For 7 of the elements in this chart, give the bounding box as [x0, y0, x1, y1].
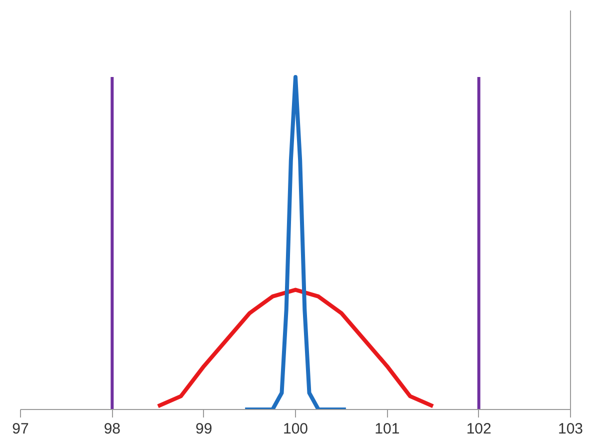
- x-tick-label: 100: [282, 420, 308, 438]
- x-tick-label: 103: [558, 420, 584, 438]
- x-tick-label: 101: [374, 420, 400, 438]
- x-tick-label: 97: [12, 420, 29, 438]
- x-tick-label: 99: [195, 420, 212, 438]
- x-tick-label: 98: [104, 420, 121, 438]
- x-tick-label: 102: [466, 420, 492, 438]
